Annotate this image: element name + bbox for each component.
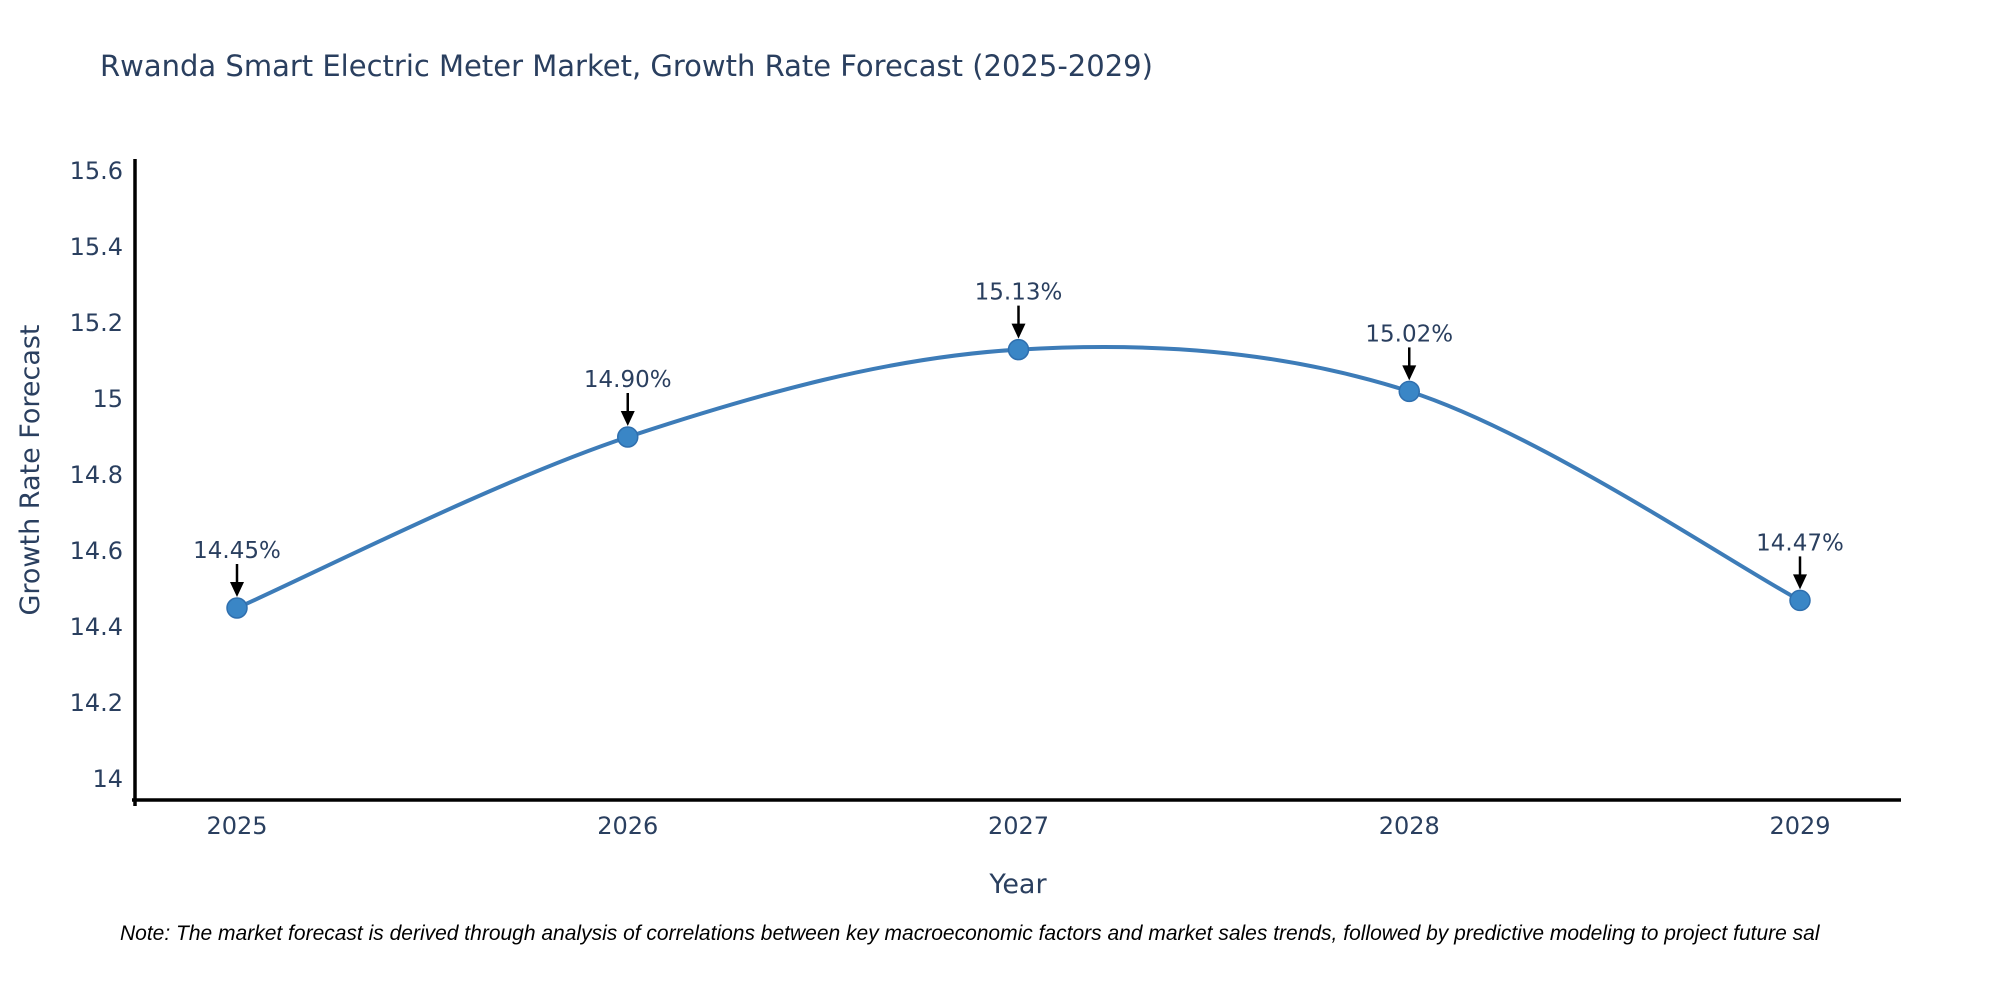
annotation-label-2028: 15.02% bbox=[1365, 321, 1453, 347]
annotation-label-2025: 14.45% bbox=[193, 538, 281, 564]
x-tick-label: 2027 bbox=[988, 812, 1049, 840]
x-tick-label: 2029 bbox=[1769, 812, 1830, 840]
x-axis-title: Year bbox=[988, 869, 1047, 900]
data-point-2028 bbox=[1398, 380, 1420, 403]
annotation-arrowhead-2025 bbox=[230, 582, 244, 597]
data-point-2029 bbox=[1789, 589, 1811, 612]
forecast-line bbox=[235, 345, 1802, 610]
data-point-2026 bbox=[617, 426, 639, 448]
y-tick-label: 15.2 bbox=[70, 309, 123, 337]
annotation-label-2027: 15.13% bbox=[975, 280, 1063, 306]
footnote: Note: The market forecast is derived thr… bbox=[120, 922, 1821, 945]
y-tick-label: 15 bbox=[92, 385, 123, 413]
y-tick-label: 14 bbox=[92, 765, 123, 793]
data-point-2025 bbox=[226, 597, 248, 619]
y-tick-label: 14.8 bbox=[70, 461, 123, 489]
y-axis-title: Growth Rate Forecast bbox=[15, 324, 46, 615]
annotation-arrowhead-2027 bbox=[1011, 323, 1026, 339]
annotation-arrowhead-2029 bbox=[1793, 574, 1807, 590]
x-tick-label: 2025 bbox=[206, 812, 267, 840]
y-tick-label: 14.4 bbox=[70, 613, 123, 641]
y-tick-label: 15.4 bbox=[70, 233, 123, 261]
annotation-arrowhead-2026 bbox=[620, 411, 635, 426]
data-point-2027 bbox=[1007, 338, 1030, 361]
plot-area: 15.6 15.4 15.2 15 14.8 14.6 14.4 14.2 14 2025 2026… bbox=[70, 157, 1901, 840]
x-tick-label: 2026 bbox=[597, 812, 658, 840]
chart-title: Rwanda Smart Electric Meter Market, Grow… bbox=[100, 49, 1153, 83]
y-tick-label: 15.6 bbox=[70, 157, 123, 185]
annotation-label-2026: 14.90% bbox=[584, 367, 672, 393]
annotation-arrowhead-2028 bbox=[1402, 365, 1417, 381]
x-tick-label: 2028 bbox=[1379, 812, 1440, 840]
y-tick-label: 14.2 bbox=[70, 689, 123, 717]
y-tick-label: 14.6 bbox=[70, 537, 123, 565]
annotation-label-2029: 14.47% bbox=[1756, 530, 1844, 556]
